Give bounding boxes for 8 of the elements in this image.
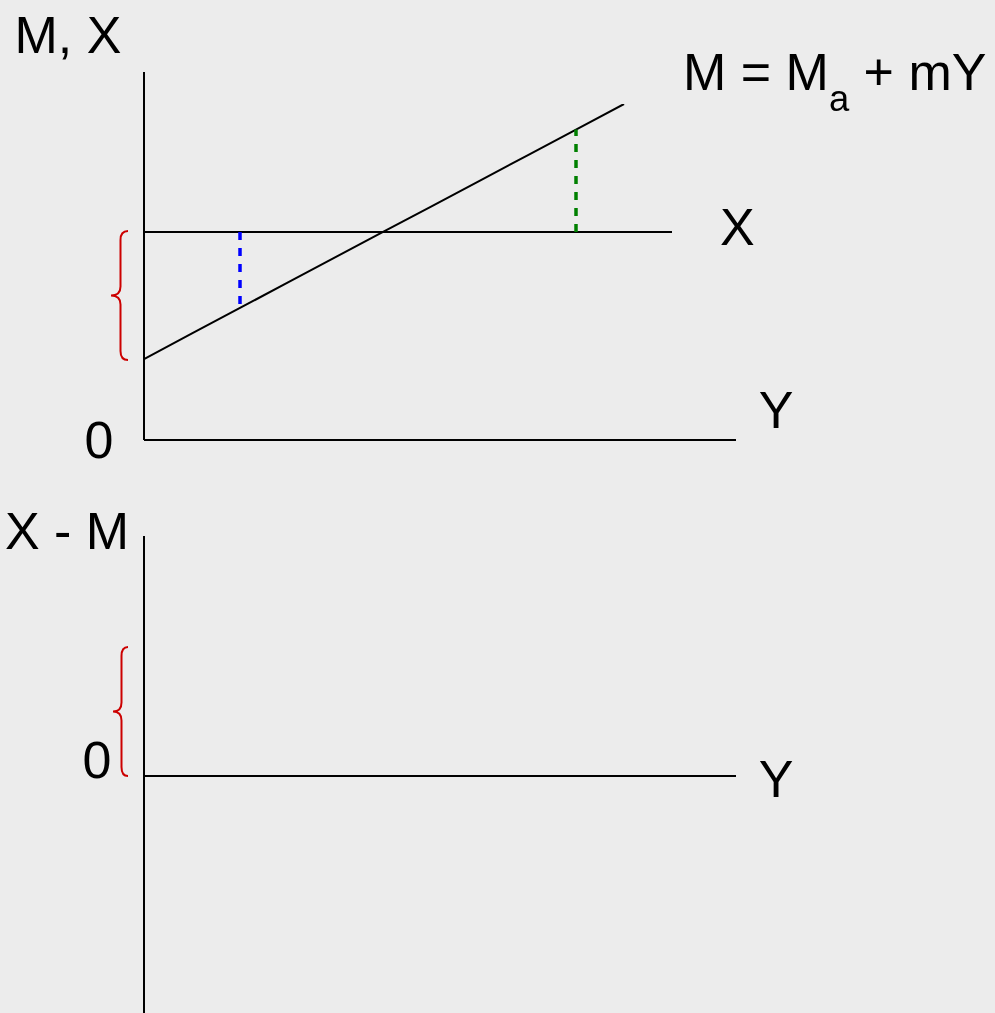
series-label: M = M$_{a}$ + mY [683,43,987,119]
y-axis-title: M, X [14,6,122,64]
text: 0 [82,731,112,789]
series-label: X [720,198,755,257]
text: Y [758,750,794,808]
text: 0 [84,411,114,469]
text: X - M [4,502,130,560]
x-axis-title: Y [758,381,794,439]
